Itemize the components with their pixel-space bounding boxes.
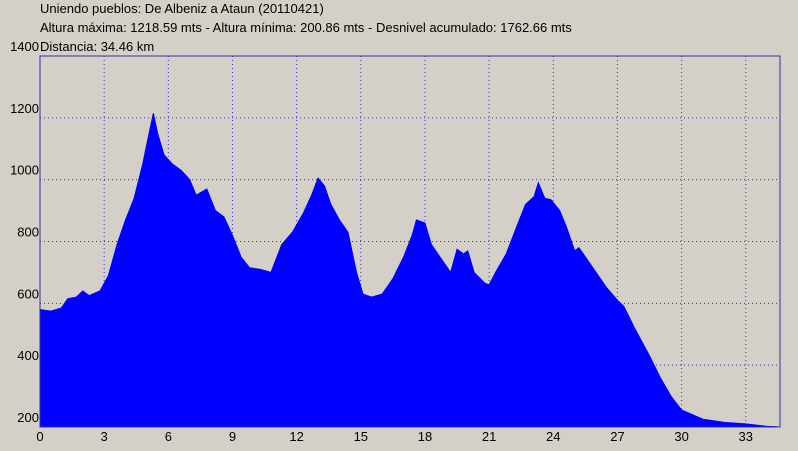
x-tick-label: 30: [674, 429, 688, 444]
plot-frame: [39, 55, 781, 428]
x-tick-label: 18: [418, 429, 432, 444]
elevation-area: [39, 113, 778, 428]
plot-area: 200 400 600 800 1000 1200 1400 0 3 6 9 12 15 18 21 24 27…: [10, 39, 781, 444]
x-tick-label: 21: [482, 429, 496, 444]
x-tick-label: 0: [36, 429, 43, 444]
y-tick-label: 1400: [10, 39, 39, 54]
y-tick-label: 1200: [10, 101, 39, 116]
chart-title: Uniendo pueblos: De Albeniz a Ataun (201…: [40, 1, 324, 16]
x-tick-label: 3: [101, 429, 108, 444]
y-tick-label: 800: [17, 225, 39, 240]
x-tick-label: 33: [739, 429, 753, 444]
chart-caption: Distancia: 34.46 km: [40, 39, 154, 54]
x-tick-label: 24: [546, 429, 560, 444]
y-tick-label: 200: [17, 410, 39, 425]
chart-subtitle: Altura máxima: 1218.59 mts - Altura míni…: [40, 20, 572, 35]
x-tick-label: 9: [229, 429, 236, 444]
x-tick-label: 12: [289, 429, 303, 444]
x-tick-label: 6: [165, 429, 172, 444]
y-tick-label: 400: [17, 348, 39, 363]
y-tick-label: 600: [17, 286, 39, 301]
x-tick-label: 15: [354, 429, 368, 444]
y-tick-label: 1000: [10, 163, 39, 178]
x-tick-label: 27: [610, 429, 624, 444]
